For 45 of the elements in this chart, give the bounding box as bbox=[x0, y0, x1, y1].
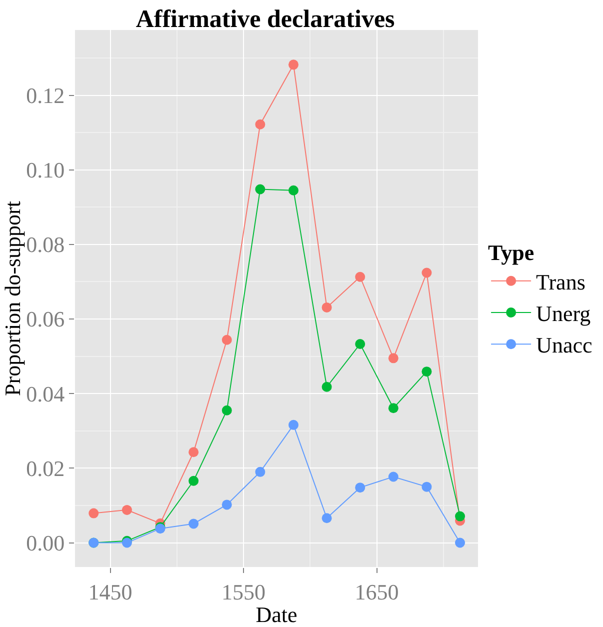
point bbox=[188, 518, 199, 529]
point bbox=[322, 382, 332, 392]
point bbox=[222, 334, 232, 345]
point bbox=[388, 353, 398, 364]
x-tick-label: 1550 bbox=[222, 579, 266, 604]
point bbox=[355, 339, 366, 349]
point bbox=[355, 272, 366, 282]
y-tick-label: 0.04 bbox=[26, 381, 65, 406]
y-tick-label: 0.00 bbox=[26, 530, 65, 556]
point bbox=[355, 482, 366, 493]
point bbox=[255, 119, 266, 130]
legend-label: Trans bbox=[536, 269, 586, 294]
point bbox=[388, 403, 398, 414]
y-tick-label: 0.06 bbox=[26, 306, 65, 332]
point bbox=[255, 466, 266, 477]
chart-title: Affirmative declaratives bbox=[136, 6, 396, 33]
point bbox=[222, 500, 232, 510]
point bbox=[188, 447, 199, 458]
x-axis-title: Date bbox=[256, 602, 298, 627]
point bbox=[422, 366, 432, 377]
point bbox=[255, 184, 266, 194]
point bbox=[288, 185, 298, 196]
y-tick-label: 0.12 bbox=[26, 82, 65, 108]
point bbox=[322, 302, 332, 312]
y-tick-label: 0.10 bbox=[26, 158, 65, 183]
point bbox=[388, 472, 398, 482]
y-tick-label: 0.08 bbox=[26, 232, 65, 258]
point bbox=[222, 405, 232, 416]
point bbox=[455, 511, 466, 522]
x-tick-label: 1450 bbox=[88, 579, 132, 604]
legend-label: Unacc bbox=[536, 332, 592, 358]
point bbox=[122, 504, 132, 515]
y-tick-label: 0.02 bbox=[26, 456, 65, 481]
point bbox=[288, 420, 298, 430]
point bbox=[188, 476, 199, 486]
legend-label: Unerg bbox=[536, 301, 591, 326]
legend-title: Type bbox=[488, 240, 534, 266]
x-tick-label: 1650 bbox=[354, 579, 399, 604]
y-axis-title: Proportion do-support bbox=[0, 201, 25, 396]
point bbox=[322, 513, 332, 524]
point bbox=[422, 482, 432, 492]
point bbox=[88, 508, 99, 518]
point bbox=[422, 268, 432, 278]
point bbox=[455, 538, 466, 548]
point bbox=[288, 60, 298, 70]
